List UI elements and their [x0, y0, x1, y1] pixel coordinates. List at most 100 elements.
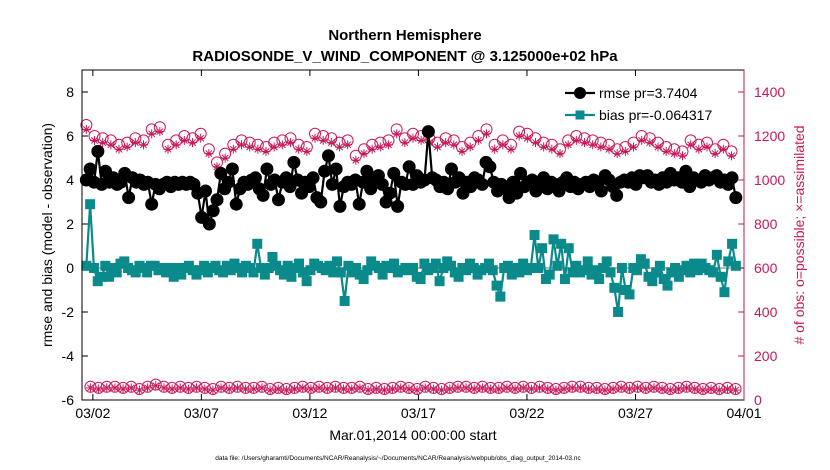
obs-assimilated-point	[286, 138, 296, 148]
obs-assimilated-point	[551, 385, 561, 395]
rmse-point	[475, 177, 489, 191]
obs-assimilated-point	[579, 138, 589, 148]
obs-assimilated-point	[339, 384, 349, 394]
rmse-point	[229, 197, 243, 211]
y-right-tick-label: 0	[754, 392, 762, 408]
obs-assimilated-point	[506, 144, 516, 154]
obs-assimilated-point	[416, 135, 426, 145]
obs-assimilated-point	[102, 383, 112, 393]
bias-point	[358, 274, 369, 284]
obs-assimilated-point	[502, 383, 512, 393]
bias-point	[594, 274, 605, 284]
legend-rmse-label: rmse pr=3.7404	[599, 85, 698, 101]
obs-assimilated-point	[204, 149, 214, 159]
chart-subtitle: RADIOSONDE_V_WIND_COMPONENT @ 3.125000e+…	[192, 48, 618, 65]
obs-assimilated-point	[126, 383, 136, 393]
obs-assimilated-point	[363, 385, 373, 395]
obs-assimilated-point	[567, 383, 577, 393]
obs-assimilated-point	[539, 142, 549, 152]
obs-assimilated-point	[269, 142, 279, 152]
rmse-point	[483, 160, 497, 174]
obs-assimilated-point	[657, 384, 667, 394]
obs-assimilated-point	[616, 383, 626, 393]
rmse-point	[260, 162, 274, 176]
legend-bias-marker	[575, 110, 585, 120]
y-right-tick-label: 1400	[754, 84, 785, 100]
obs-assimilated-point	[183, 384, 193, 394]
obs-assimilated-point	[159, 383, 169, 393]
x-tick-label: 04/01	[726, 405, 761, 421]
obs-assimilated-point	[379, 385, 389, 395]
obs-assimilated-point	[453, 383, 463, 393]
bias-point	[654, 260, 665, 271]
obs-assimilated-point	[498, 140, 508, 150]
bias-point	[335, 267, 346, 278]
obs-assimilated-point	[518, 383, 528, 393]
bias-point	[662, 280, 673, 291]
obs-assimilated-point	[375, 142, 385, 152]
bias-point	[647, 276, 658, 287]
bias-point	[434, 276, 445, 287]
obs-assimilated-point	[171, 140, 181, 150]
y-tick-label: 0	[66, 260, 74, 276]
obs-assimilated-point	[388, 384, 398, 394]
rmse-point	[91, 144, 105, 158]
bias-point	[605, 267, 616, 278]
obs-assimilated-point	[351, 155, 361, 165]
obs-assimilated-point	[510, 384, 520, 394]
obs-assimilated-point	[543, 384, 553, 394]
bias-point	[286, 271, 297, 282]
rmse-point	[391, 199, 405, 213]
obs-assimilated-point	[653, 142, 663, 152]
rmse-point	[222, 175, 236, 189]
obs-assimilated-point	[396, 383, 406, 393]
obs-assimilated-point	[420, 383, 430, 393]
obs-assimilated-point	[404, 384, 414, 394]
y-axis-right-label: # of obs: o=possible; ×=assimilated	[791, 125, 807, 344]
plot-area: -6 -4 -2 0 2 4 6 8 0 200 400 600 800 1000 1200 1400 03/0…	[62, 69, 785, 421]
obs-assimilated-point	[461, 383, 471, 393]
rmse-point	[248, 171, 262, 185]
y-tick-label: -6	[62, 392, 75, 408]
rmse-point	[214, 166, 228, 180]
obs-assimilated-point	[208, 385, 218, 395]
bias-point	[616, 263, 627, 273]
obs-assimilated-point	[563, 140, 573, 150]
obs-assimilated-point	[249, 384, 259, 394]
y-tick-label: 2	[66, 216, 74, 232]
obs-assimilated-point	[318, 135, 328, 145]
bias-point	[632, 265, 643, 276]
rmse-point	[387, 166, 401, 180]
rmse-point	[352, 197, 366, 211]
obs-assimilated-point	[645, 138, 655, 148]
obs-assimilated-point	[139, 140, 149, 150]
obs-assimilated-point	[628, 142, 638, 152]
bias-point	[415, 274, 426, 284]
bias-point	[339, 296, 350, 306]
obs-assimilated-point	[428, 384, 438, 394]
obs-assimilated-point	[290, 384, 300, 394]
obs-assimilated-point	[661, 146, 671, 156]
obs-assimilated-point	[722, 384, 732, 394]
obs-assimilated-point	[559, 384, 569, 394]
obs-assimilated-point	[273, 384, 283, 394]
obs-assimilated-point	[649, 383, 659, 393]
obs-assimilated-point	[526, 384, 536, 394]
bias-point	[537, 243, 548, 254]
obs-assimilated-point	[694, 144, 704, 154]
obs-assimilated-point	[310, 133, 320, 143]
y-right-tick-label: 400	[754, 304, 778, 320]
obs-assimilated-point	[330, 383, 340, 393]
obs-assimilated-point	[384, 140, 394, 150]
rmse-point	[318, 164, 332, 178]
obs-assimilated-point	[130, 138, 140, 148]
rmse-point	[306, 171, 320, 185]
obs-assimilated-point	[714, 385, 724, 395]
obs-assimilated-point	[163, 144, 173, 154]
obs-assimilated-point	[253, 144, 263, 154]
obs-assimilated-point	[302, 146, 312, 156]
obs-assimilated-point	[326, 138, 336, 148]
obs-assimilated-point	[90, 135, 100, 145]
bias-point	[294, 258, 305, 269]
rmse-point	[514, 166, 528, 180]
